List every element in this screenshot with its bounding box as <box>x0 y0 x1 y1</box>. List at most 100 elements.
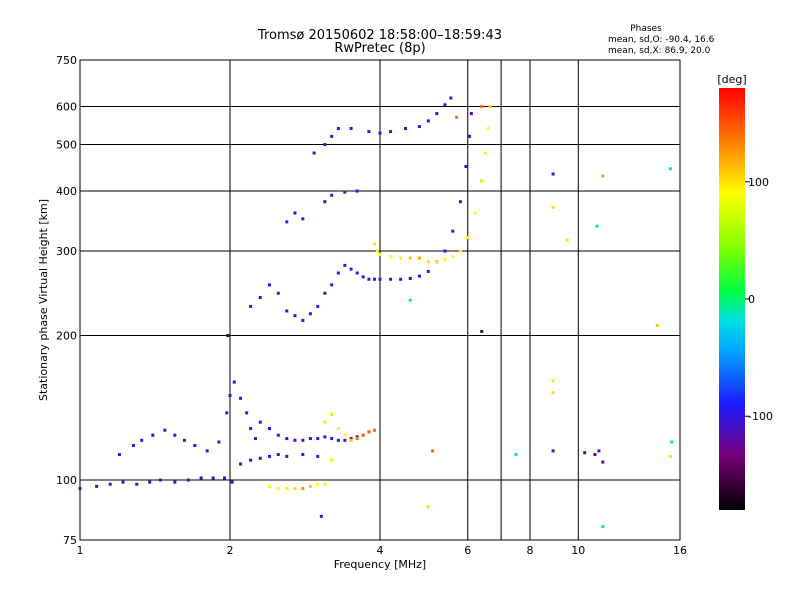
data-point <box>276 487 280 491</box>
data-point <box>276 453 280 457</box>
data-point <box>301 318 305 322</box>
data-point <box>258 456 262 460</box>
data-point <box>285 220 289 224</box>
data-point <box>408 256 412 260</box>
data-point <box>399 256 403 260</box>
data-point <box>301 487 305 491</box>
data-point <box>355 437 359 441</box>
data-point <box>378 253 382 257</box>
data-point <box>349 438 353 442</box>
data-point <box>343 433 347 437</box>
data-point <box>378 277 382 281</box>
y-tick-label: 100 <box>56 474 77 487</box>
data-point <box>336 126 340 130</box>
data-point <box>199 476 203 480</box>
data-point <box>249 427 253 431</box>
data-point <box>301 217 305 221</box>
y-tick-label: 200 <box>56 330 77 343</box>
data-point <box>285 309 289 313</box>
x-tick-label: 2 <box>227 544 234 557</box>
data-point <box>455 115 459 119</box>
data-point <box>483 151 487 155</box>
colorbar-tick-label: -100 <box>748 410 773 423</box>
data-point <box>373 428 377 432</box>
data-point <box>293 487 297 491</box>
data-point <box>486 126 490 130</box>
data-point <box>245 411 249 415</box>
data-point <box>408 298 412 302</box>
data-point <box>426 505 430 509</box>
data-point <box>435 260 439 264</box>
data-point <box>135 482 139 486</box>
data-point <box>595 224 599 228</box>
data-point <box>308 312 312 316</box>
chart-title: Tromsø 20150602 18:58:00–18:59:43 <box>257 28 502 43</box>
data-point <box>323 435 327 439</box>
data-point <box>301 438 305 442</box>
data-point <box>330 193 334 197</box>
data-point <box>319 514 323 518</box>
data-point <box>367 430 371 434</box>
data-point <box>293 211 297 215</box>
data-point <box>158 478 162 482</box>
data-point <box>211 476 215 480</box>
data-point <box>285 454 289 458</box>
data-point <box>367 130 371 134</box>
data-point <box>173 433 177 437</box>
data-point <box>480 179 484 183</box>
data-point <box>375 249 379 253</box>
data-point <box>593 453 597 457</box>
data-point <box>226 334 230 338</box>
data-point <box>239 462 243 466</box>
data-point <box>239 396 243 400</box>
data-point <box>403 126 407 130</box>
data-point <box>267 283 271 287</box>
data-point <box>230 480 234 484</box>
y-tick-labels: 75 100 200 300 400 500 600 750 <box>56 54 77 547</box>
data-point <box>78 487 82 491</box>
data-point <box>330 458 334 462</box>
data-point <box>601 525 605 529</box>
x-tick-label: 8 <box>527 544 534 557</box>
phase-x-stats: mean, sd,X: 86.9, 20.0 <box>608 46 711 56</box>
data-point <box>443 258 447 262</box>
data-point <box>316 454 320 458</box>
data-point <box>193 444 197 448</box>
data-point <box>108 482 112 486</box>
data-point <box>330 412 334 416</box>
data-point <box>355 271 359 275</box>
data-point <box>267 484 271 488</box>
data-point <box>293 314 297 318</box>
data-point <box>451 255 455 259</box>
data-point <box>551 205 555 209</box>
x-tick-label: 6 <box>464 544 471 557</box>
data-point <box>670 440 674 444</box>
data-point <box>173 480 177 484</box>
data-point <box>417 256 421 260</box>
data-point <box>488 105 492 109</box>
data-point <box>668 454 672 458</box>
data-point <box>408 276 412 280</box>
data-point <box>140 438 144 442</box>
y-tick-label: 400 <box>56 185 77 198</box>
data-point <box>367 277 371 281</box>
data-point <box>458 249 462 253</box>
x-axis-label: Frequency [MHz] <box>334 558 426 571</box>
y-tick-label: 500 <box>56 139 77 152</box>
data-point <box>225 411 229 415</box>
data-point <box>163 428 167 432</box>
colorbar-unit-label: [deg] <box>717 73 746 86</box>
x-tick-label: 10 <box>571 544 585 557</box>
data-point <box>330 283 334 287</box>
data-point <box>355 189 359 193</box>
data-point <box>426 260 430 264</box>
x-tick-label: 4 <box>377 544 384 557</box>
x-tick-labels: 1 2 4 6 8 10 16 <box>77 544 688 557</box>
data-point <box>361 275 365 279</box>
data-point <box>449 96 453 100</box>
x-tick-label: 16 <box>673 544 687 557</box>
data-point <box>330 134 334 138</box>
data-point <box>583 451 587 455</box>
data-point <box>451 229 455 233</box>
data-point <box>301 453 305 457</box>
